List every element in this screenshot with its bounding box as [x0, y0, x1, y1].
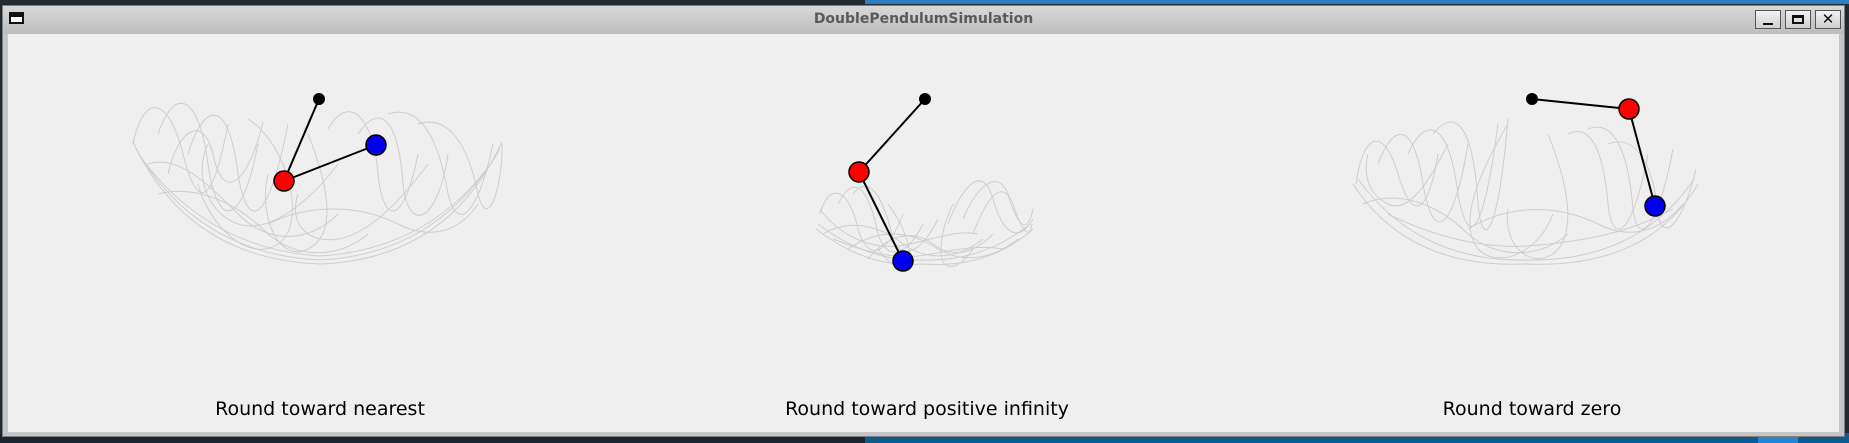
- close-button[interactable]: ✕: [1815, 10, 1841, 29]
- pendulum-rod-lower: [858, 171, 904, 262]
- taskbar-accent: [1758, 433, 1798, 443]
- trail-paths: [815, 180, 1034, 267]
- pivot-point: [919, 93, 931, 105]
- minimize-button[interactable]: [1755, 10, 1781, 29]
- panel-label-zero: Round toward zero: [1442, 398, 1622, 420]
- pendulum-rod-upper: [858, 98, 926, 173]
- maximize-button[interactable]: [1785, 10, 1811, 29]
- pendulum-rod-lower: [1628, 108, 1656, 207]
- close-icon: ✕: [1821, 10, 1835, 28]
- pendulum-rod-upper: [1531, 98, 1630, 110]
- bob-blue: [365, 134, 387, 156]
- bob-blue: [1644, 195, 1666, 217]
- title-bar[interactable]: DoublePendulumSimulation ✕: [3, 6, 1844, 34]
- pendulum-panel-nearest: [132, 93, 503, 265]
- pendulum-rod-upper: [283, 98, 320, 182]
- minimize-icon: [1763, 22, 1773, 25]
- bob-red: [1618, 98, 1640, 120]
- panel-label-nearest: Round toward nearest: [215, 398, 425, 420]
- bob-blue: [892, 250, 914, 272]
- bob-red: [273, 170, 295, 192]
- pivot-point: [313, 93, 325, 105]
- window-menu-icon[interactable]: [9, 12, 24, 24]
- pivot-point: [1526, 93, 1538, 105]
- window-title: DoublePendulumSimulation: [813, 11, 1034, 27]
- taskbar-strip: [865, 433, 1849, 443]
- trail-paths: [132, 102, 503, 265]
- pendulum-panel-positive-infinity: [815, 93, 1034, 272]
- simulation-drawing: [132, 93, 1699, 272]
- desktop-top-bar: [0, 0, 1849, 6]
- pendulum-panel-zero: [1352, 93, 1699, 265]
- bob-red: [848, 161, 870, 183]
- trail-paths: [1352, 118, 1699, 265]
- pendulum-rod-lower: [283, 144, 377, 182]
- desktop-top-accent: [865, 0, 1849, 4]
- maximize-icon: [1792, 15, 1804, 24]
- simulation-canvas: Round toward nearest Round toward positi…: [8, 34, 1839, 432]
- desktop-bottom-bar: [0, 433, 1849, 443]
- panel-label-positive-infinity: Round toward positive infinity: [785, 398, 1069, 420]
- app-window: DoublePendulumSimulation ✕: [2, 5, 1845, 437]
